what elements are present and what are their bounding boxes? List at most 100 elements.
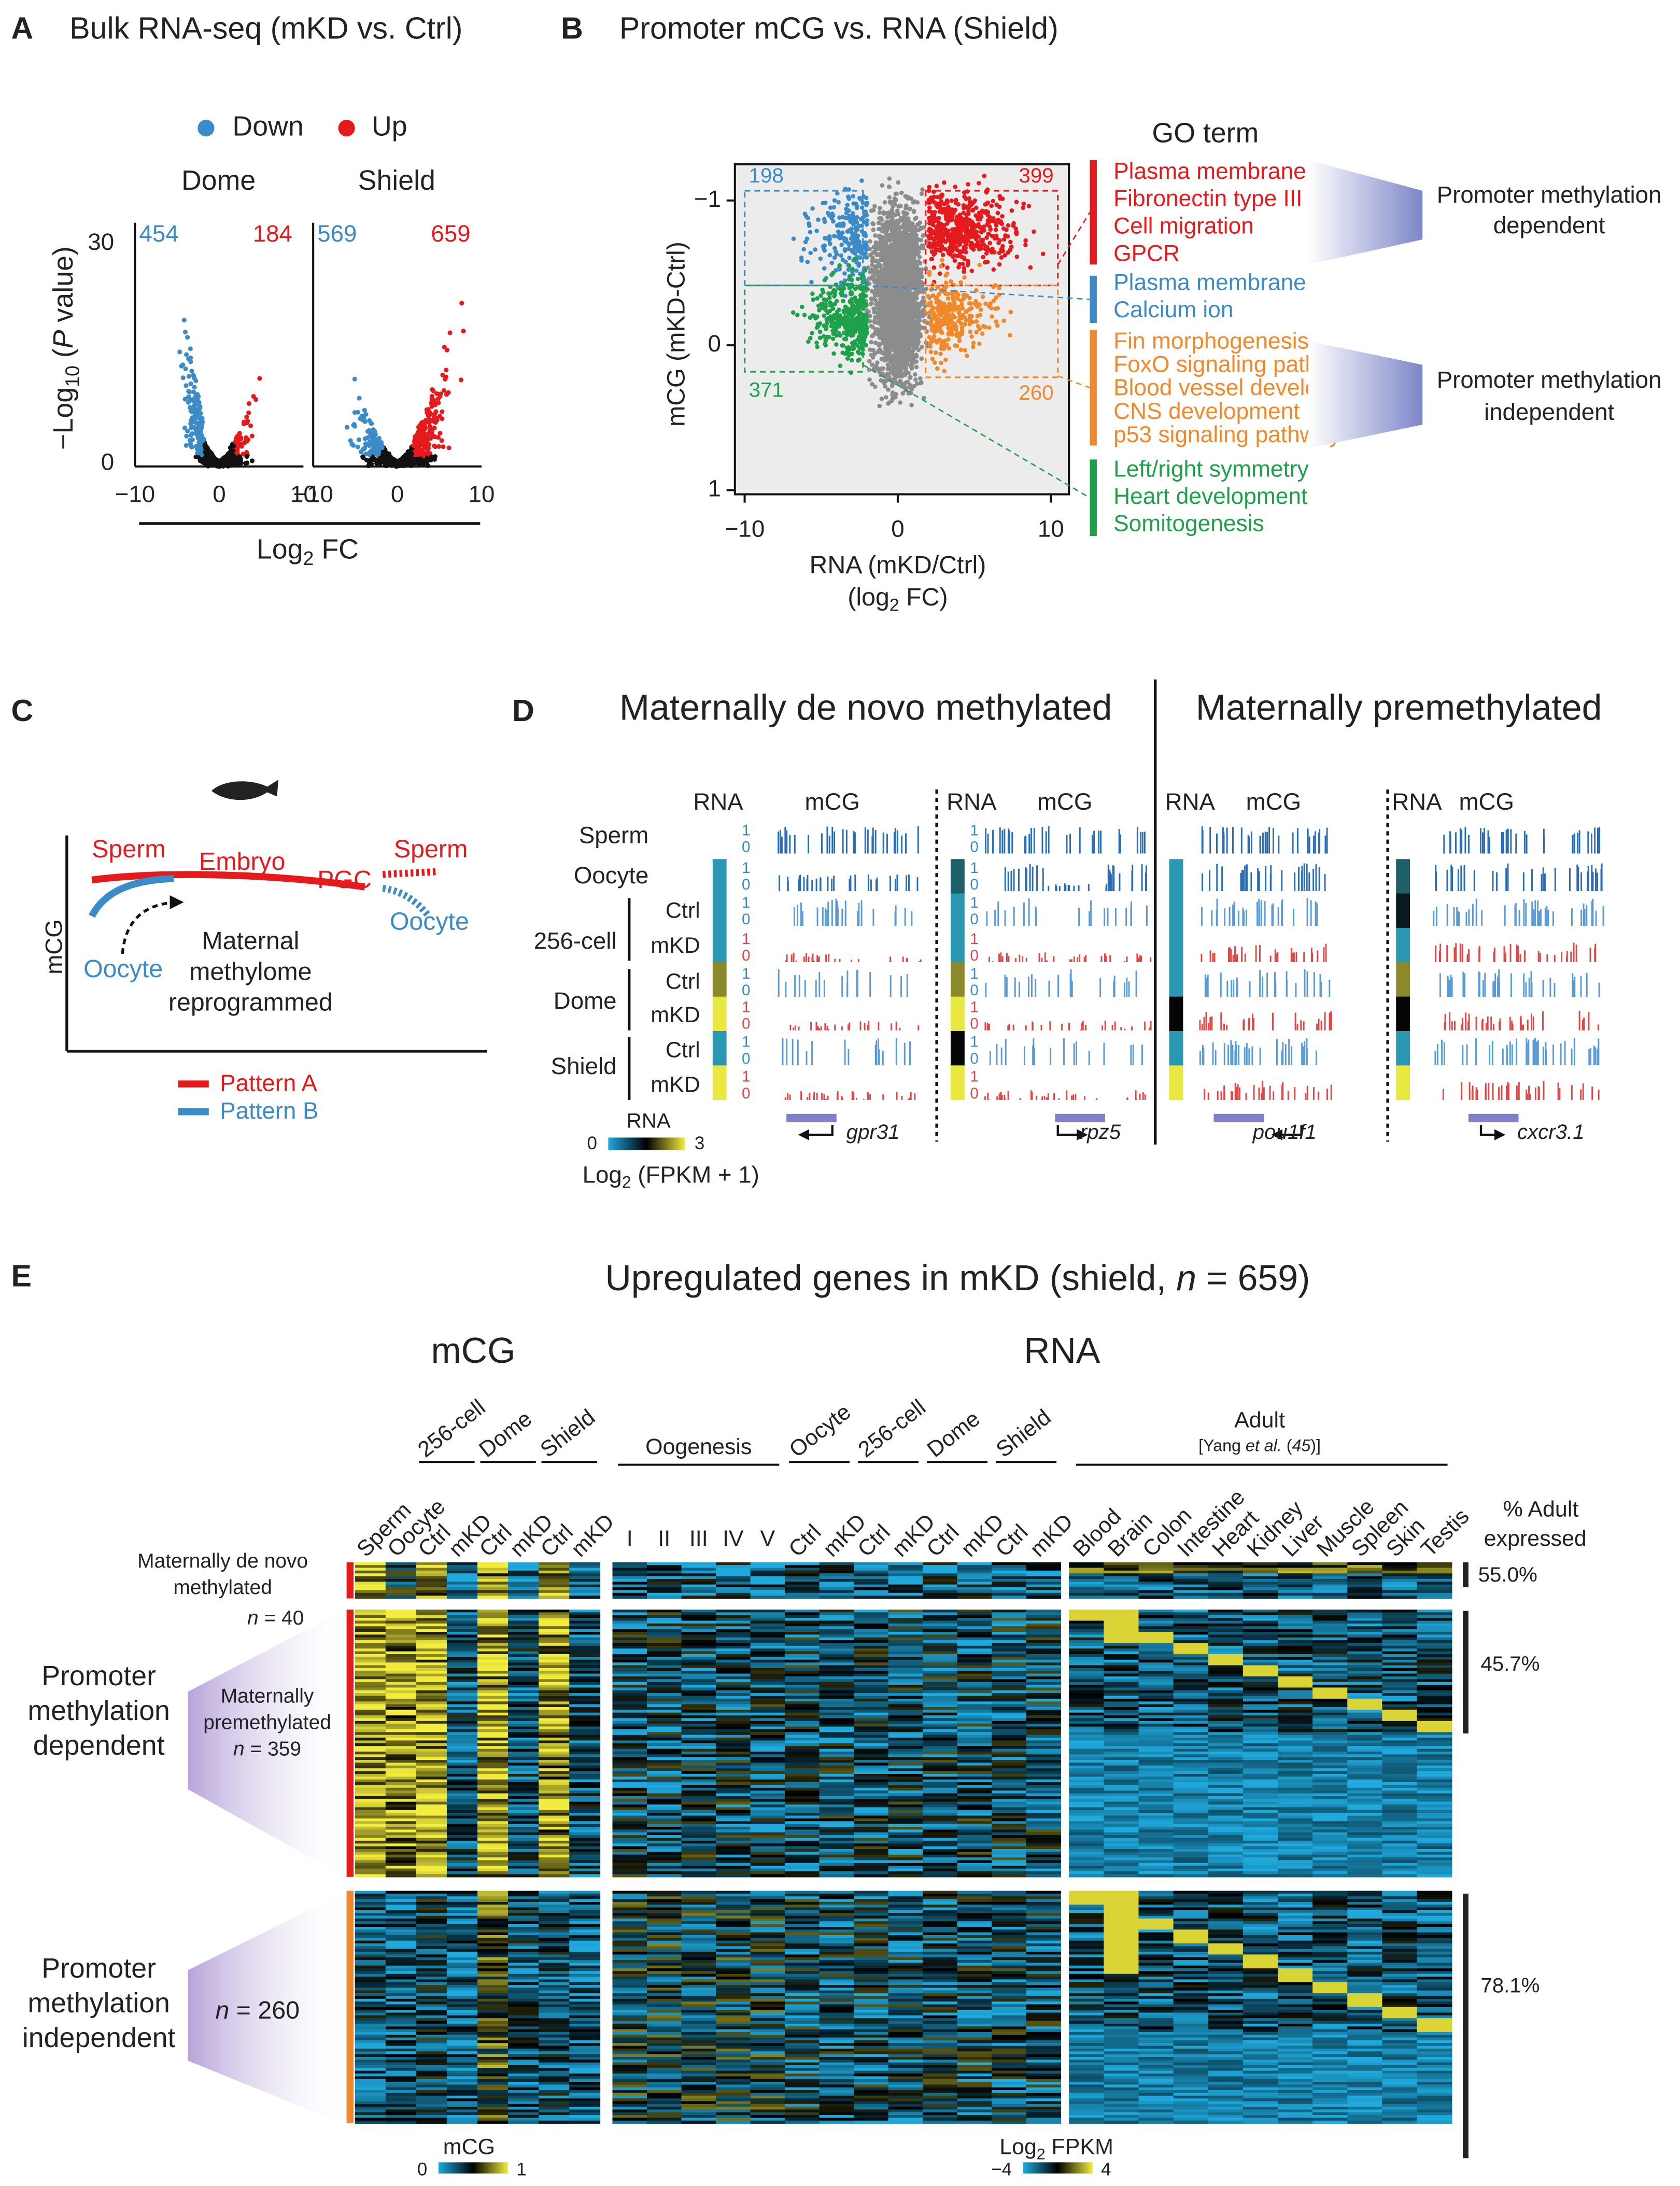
scatter-dot	[984, 251, 989, 256]
scatter-dot	[361, 455, 366, 460]
scatter-dot	[913, 216, 917, 221]
scatter-dot	[236, 456, 242, 461]
scatter-dot	[437, 431, 443, 436]
scatter-dot	[894, 309, 899, 314]
scatter-dot	[437, 414, 443, 419]
x-tick-label: 10	[469, 481, 495, 507]
scatter-dot	[916, 228, 921, 233]
scatter-dot	[879, 292, 884, 297]
scatter-dot	[180, 362, 186, 368]
scatter-dot	[912, 271, 917, 276]
scatter-dot	[400, 461, 405, 467]
scatter-dot	[911, 332, 916, 337]
scatter-dot	[937, 209, 942, 214]
scatter-dot	[918, 245, 923, 250]
scatter-dot	[945, 265, 950, 270]
scatter-dot	[908, 351, 913, 356]
scatter-dot	[936, 236, 940, 241]
scatter-dot	[887, 185, 892, 190]
scatter-dot	[873, 298, 878, 303]
scatter-dot	[402, 456, 407, 461]
scatter-dot	[940, 252, 945, 258]
scatter-dot	[919, 267, 924, 272]
scatter-dot	[427, 431, 432, 436]
scatter-dot	[357, 396, 362, 401]
scatter-dot	[933, 360, 937, 365]
scatter-dot	[934, 184, 939, 188]
scatter-dot	[197, 431, 202, 436]
scatter-dot	[962, 269, 966, 274]
scatter-dot	[877, 403, 882, 408]
scatter-dot	[985, 200, 991, 205]
scatter-dot	[899, 313, 904, 318]
scatter-dot	[892, 299, 897, 304]
scatter-dot	[885, 357, 890, 362]
scatter-dot	[1011, 221, 1016, 226]
scatter-dot	[943, 357, 948, 362]
scatter-dot	[375, 438, 380, 443]
text-part: −Log	[48, 387, 79, 450]
scatter-dot	[917, 255, 922, 260]
scatter-dot	[877, 262, 882, 267]
scatter-dot	[935, 247, 940, 252]
scatter-dot	[873, 233, 878, 238]
scatter-dot	[1001, 318, 1006, 323]
scatter-dot	[888, 249, 893, 255]
scatter-dot	[903, 340, 909, 345]
scatter-dot	[919, 191, 924, 196]
scatter-dot	[420, 458, 426, 463]
scatter-dot	[246, 410, 251, 415]
legend-label: Up	[372, 110, 407, 142]
scatter-dot	[879, 366, 884, 371]
scatter-dot	[431, 388, 436, 393]
scatter-dot	[230, 448, 235, 454]
scatter-dot	[880, 234, 884, 239]
scatter-dot	[872, 310, 877, 315]
scatter-dot	[868, 239, 872, 244]
scatter-dot	[942, 180, 947, 185]
scatter-dot	[989, 250, 994, 255]
scatter-dot	[422, 431, 428, 436]
scatter-dot	[950, 254, 955, 259]
scatter-dot	[993, 306, 998, 311]
scatter-dot	[969, 219, 974, 224]
scatter-dot	[944, 217, 949, 221]
scatter-dot	[1008, 247, 1013, 252]
scatter-dot	[221, 461, 227, 466]
scatter-dot	[356, 437, 361, 442]
scatter-dot	[887, 195, 892, 200]
scatter-dot	[873, 340, 878, 345]
scatter-dot	[971, 341, 976, 345]
scatter-dot	[249, 458, 255, 463]
scatter-dot	[873, 363, 879, 369]
scatter-dot	[911, 312, 915, 316]
scatter-dot	[193, 378, 199, 384]
scatter-dot	[358, 449, 363, 455]
scatter-dot	[183, 443, 189, 448]
scatter-dot	[898, 305, 903, 310]
scatter-dot	[203, 442, 208, 447]
scatter-dot	[951, 228, 956, 232]
scatter-dot	[387, 457, 392, 462]
scatter-dot	[188, 441, 193, 446]
scatter-dot	[441, 444, 446, 449]
scatter-dot	[887, 176, 892, 181]
scatter-dot	[916, 259, 921, 264]
scatter-dot	[914, 359, 919, 364]
scatter-dot	[409, 452, 414, 457]
scatter-dot	[191, 374, 196, 379]
scatter-dot	[428, 412, 433, 417]
panel-title: Bulk RNA-seq (mKD vs. Ctrl)	[69, 11, 462, 46]
scatter-dot	[990, 233, 995, 238]
scatter-dot	[991, 267, 996, 272]
scatter-dot	[883, 268, 888, 273]
scatter-dot	[880, 322, 884, 327]
scatter-dot	[931, 189, 936, 194]
scatter-dot	[991, 199, 996, 204]
scatter-dot	[920, 187, 925, 192]
scatter-dot	[885, 366, 891, 371]
scatter-dot	[872, 320, 877, 325]
scatter-dot	[200, 420, 205, 426]
scatter-dot	[891, 199, 896, 204]
scatter-dot	[981, 242, 986, 247]
